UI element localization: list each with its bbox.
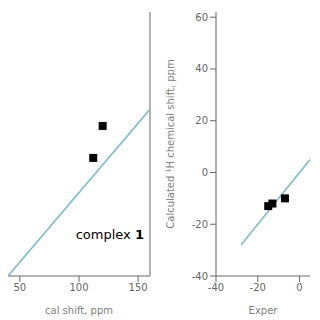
svg-text:50: 50: [13, 282, 26, 293]
svg-text:0: 0: [296, 282, 302, 293]
svg-text:-20: -20: [250, 282, 266, 293]
svg-text:-40: -40: [192, 271, 208, 282]
svg-text:40: 40: [195, 63, 208, 74]
svg-text:0: 0: [202, 167, 208, 178]
svg-text:60: 60: [195, 12, 208, 23]
svg-text:-40: -40: [208, 282, 224, 293]
svg-text:150: 150: [129, 282, 148, 293]
svg-text:-20: -20: [192, 219, 208, 230]
svg-text:Exper: Exper: [249, 305, 279, 316]
html-text:complex 1: complex 1: [75, 227, 144, 242]
svg-text:100: 100: [69, 282, 88, 293]
svg-text:Calculated ¹H chemical shift,: Calculated ¹H chemical shift, ppm: [165, 59, 176, 228]
svg-text:20: 20: [195, 115, 208, 126]
svg-text:cal shift, ppm: cal shift, ppm: [45, 305, 113, 316]
